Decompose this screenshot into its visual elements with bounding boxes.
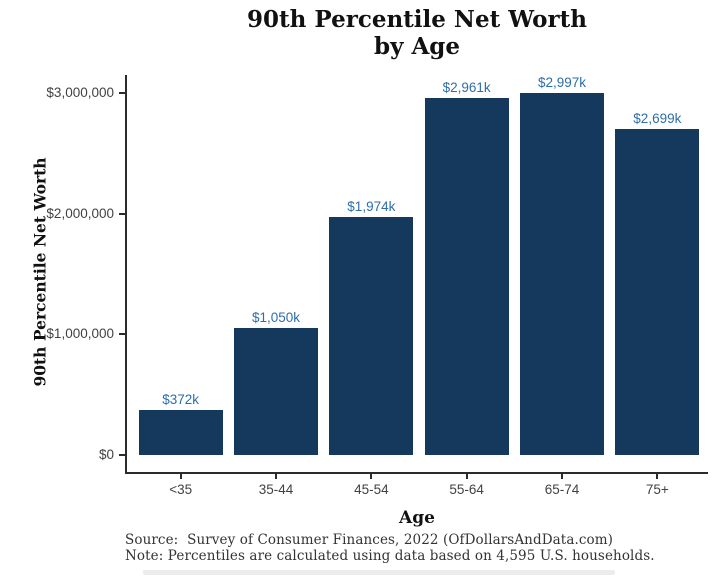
x-tick-mark (179, 474, 182, 479)
bottom-edge-artifact (143, 570, 615, 575)
y-tick-label: $0 (98, 447, 114, 462)
bar (615, 129, 700, 455)
caption-source: Source: Survey of Consumer Finances, 202… (125, 532, 614, 548)
x-tick-label: 65-74 (544, 482, 580, 497)
y-tick-label: $3,000,000 (46, 85, 114, 100)
bar-value-label: $1,974k (347, 198, 396, 214)
x-tick-label: 75+ (645, 482, 669, 497)
caption-note: Note: Percentiles are calculated using d… (125, 548, 655, 564)
x-tick-label: 45-54 (354, 482, 389, 497)
chart-title-line2: by Age (373, 33, 460, 60)
bar-value-label: $1,050k (251, 310, 301, 326)
bar-value-label: $2,961k (442, 79, 491, 95)
x-axis-title: Age (399, 508, 435, 528)
y-tick-mark (119, 212, 125, 215)
x-tick-mark (370, 474, 373, 479)
x-tick-mark (656, 474, 659, 479)
x-axis-line (125, 472, 708, 474)
y-axis-line (125, 75, 127, 474)
x-tick-mark (275, 474, 277, 479)
y-tick-mark (119, 333, 125, 336)
chart-title: 90th Percentile Net Worth by Age (126, 6, 708, 60)
bar (520, 93, 604, 455)
y-tick-label: $2,000,000 (46, 205, 114, 221)
chart-title-line1: 90th Percentile Net Worth (247, 6, 587, 33)
x-tick-label: 55-64 (449, 482, 484, 497)
y-tick-mark (119, 92, 125, 94)
bar-value-label: $2,997k (537, 75, 587, 91)
bar-value-label: $2,699k (633, 111, 682, 127)
bar (234, 328, 318, 455)
y-tick-mark (119, 454, 125, 456)
y-tick-label: $1,000,000 (46, 326, 114, 342)
x-tick-label: <35 (169, 482, 193, 497)
bar (424, 97, 509, 455)
x-tick-mark (465, 474, 468, 479)
x-tick-label: 35-44 (258, 482, 294, 497)
x-tick-mark (561, 474, 563, 479)
y-axis-title: 90th Percentile Net Worth (30, 157, 50, 387)
bar-value-label: $372k (162, 392, 200, 408)
bar (138, 410, 223, 455)
bar (329, 216, 414, 455)
